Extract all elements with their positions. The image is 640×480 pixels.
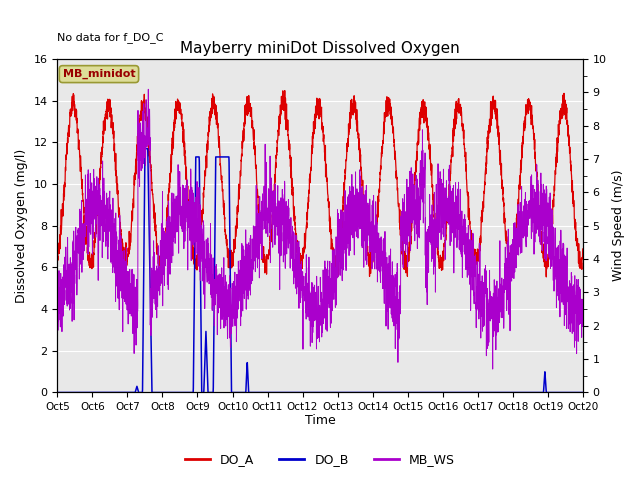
X-axis label: Time: Time bbox=[305, 414, 335, 427]
Y-axis label: Dissolved Oxygen (mg/l): Dissolved Oxygen (mg/l) bbox=[15, 149, 28, 303]
Legend: DO_A, DO_B, MB_WS: DO_A, DO_B, MB_WS bbox=[180, 448, 460, 471]
Y-axis label: Wind Speed (m/s): Wind Speed (m/s) bbox=[612, 170, 625, 281]
Text: No data for f_DO_C: No data for f_DO_C bbox=[58, 32, 164, 43]
Text: MB_minidot: MB_minidot bbox=[63, 69, 135, 79]
Title: Mayberry miniDot Dissolved Oxygen: Mayberry miniDot Dissolved Oxygen bbox=[180, 41, 460, 57]
